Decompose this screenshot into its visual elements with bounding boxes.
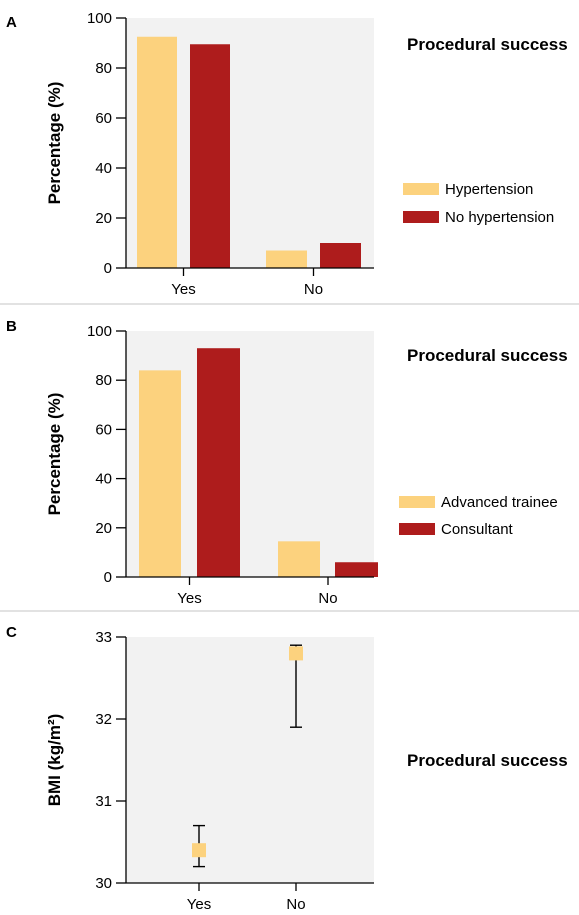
point-no	[289, 646, 303, 661]
x-tick-label: No	[318, 590, 337, 607]
legend-label: Consultant	[441, 521, 514, 538]
y-tick-label: 33	[95, 629, 112, 646]
point-yes	[192, 843, 206, 858]
y-axis-title: Percentage (%)	[45, 393, 64, 516]
legend-swatch-no-hypertension	[403, 211, 439, 223]
panel-c: C 30 31 32 33 Yes No BMI (kg/m²) Procedural s…	[6, 624, 568, 913]
y-axis-title: Percentage (%)	[45, 82, 64, 205]
y-tick-label: 100	[87, 323, 112, 340]
legend-title: Procedural success	[407, 751, 568, 770]
marks: 0 20 40 60 80 100 Yes No	[87, 323, 378, 607]
x-tick-label: No	[304, 281, 323, 298]
legend-swatch-hypertension	[403, 183, 439, 195]
plot-area	[126, 637, 374, 883]
bar-no-no-hypertension	[320, 243, 361, 268]
x-tick-label: Yes	[187, 896, 211, 913]
legend-title: Procedural success	[407, 346, 568, 365]
y-tick-label: 80	[95, 372, 112, 389]
x-tick-label: Yes	[171, 281, 195, 298]
y-tick-label: 40	[95, 160, 112, 177]
marks: 30 31 32 33 Yes No	[95, 629, 374, 913]
legend-label: Hypertension	[445, 181, 533, 198]
y-tick-label: 60	[95, 421, 112, 438]
legend-label: Advanced trainee	[441, 494, 558, 511]
y-tick-label: 31	[95, 793, 112, 810]
x-tick-label: No	[286, 896, 305, 913]
x-tick-label: Yes	[177, 590, 201, 607]
y-tick-label: 32	[95, 711, 112, 728]
panel-letter: B	[6, 318, 17, 335]
legend-label: No hypertension	[445, 209, 554, 226]
y-tick-label: 100	[87, 10, 112, 27]
y-tick-label: 30	[95, 875, 112, 892]
panel-letter: C	[6, 624, 17, 641]
bar-no-advanced-trainee	[278, 541, 320, 577]
legend-swatch-advanced-trainee	[399, 496, 435, 508]
y-tick-label: 0	[104, 569, 112, 586]
panel-b: B 0 20 40 60 80 100 Yes No Percentage (%) Proce…	[6, 318, 568, 607]
legend: Hypertension No hypertension	[403, 181, 554, 226]
y-tick-label: 20	[95, 210, 112, 227]
bar-yes-no-hypertension	[190, 44, 230, 268]
bar-no-consultant	[335, 562, 378, 577]
marks: 0 20 40 60 80 100 Yes No	[87, 10, 374, 298]
y-tick-label: 0	[104, 260, 112, 277]
y-axis-title: BMI (kg/m²)	[45, 714, 64, 807]
panel-letter: A	[6, 14, 17, 31]
legend-swatch-consultant	[399, 523, 435, 535]
bar-yes-hypertension	[137, 36, 177, 268]
bar-yes-advanced-trainee	[139, 370, 181, 577]
y-tick-label: 20	[95, 520, 112, 537]
legend: Advanced trainee Consultant	[399, 494, 558, 538]
panel-a: A 0 20 40 60 80 100 Yes No Percentage (%) Proce…	[6, 10, 568, 298]
bar-yes-consultant	[197, 348, 240, 577]
y-tick-label: 80	[95, 60, 112, 77]
bar-no-hypertension	[266, 250, 307, 268]
y-tick-label: 60	[95, 110, 112, 127]
legend-title: Procedural success	[407, 35, 568, 54]
y-tick-label: 40	[95, 471, 112, 488]
